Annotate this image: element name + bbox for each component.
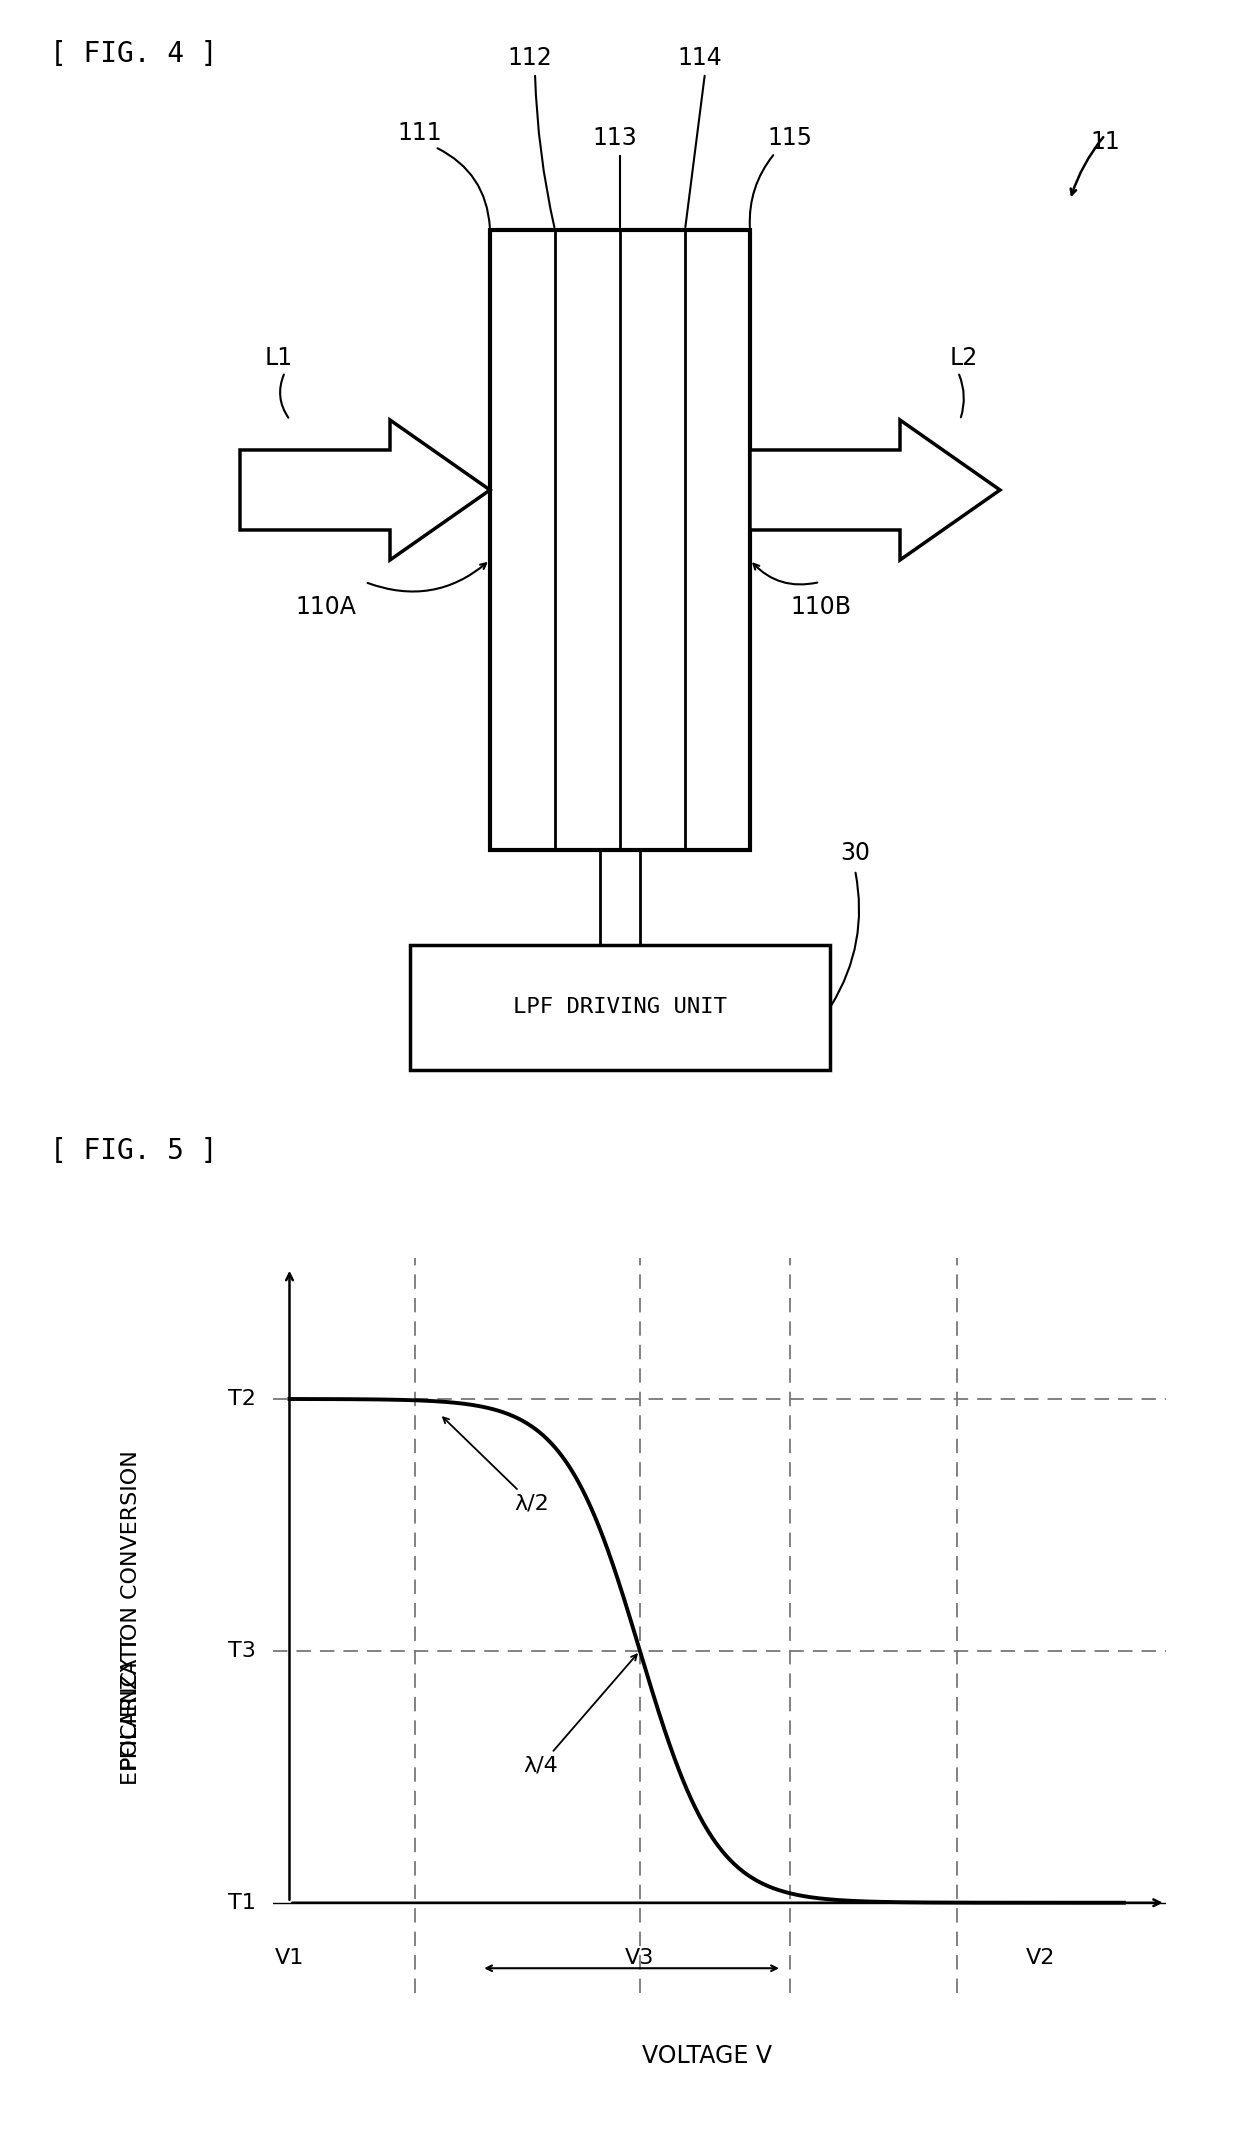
Text: 111: 111	[398, 122, 443, 145]
Text: 11: 11	[1090, 130, 1120, 154]
Text: 113: 113	[593, 126, 637, 149]
Text: 110B: 110B	[790, 595, 851, 618]
Text: T1: T1	[228, 1893, 257, 1912]
Text: λ/4: λ/4	[523, 1654, 637, 1776]
Text: λ/2: λ/2	[443, 1418, 549, 1514]
Text: T2: T2	[228, 1388, 257, 1409]
Text: [ FIG. 5 ]: [ FIG. 5 ]	[50, 1136, 217, 1164]
Text: 115: 115	[768, 126, 812, 149]
Text: T3: T3	[228, 1642, 257, 1661]
Text: V2: V2	[1025, 1949, 1055, 1968]
Text: 30: 30	[839, 840, 870, 866]
Text: V3: V3	[625, 1949, 655, 1968]
Text: [ FIG. 4 ]: [ FIG. 4 ]	[50, 41, 217, 68]
Bar	[410, 944, 830, 1070]
Text: 110A: 110A	[295, 595, 356, 618]
Polygon shape	[750, 420, 999, 561]
Text: L1: L1	[265, 345, 293, 371]
Text: 112: 112	[507, 47, 552, 70]
Text: L2: L2	[950, 345, 978, 371]
Polygon shape	[241, 420, 490, 561]
Text: LPF DRIVING UNIT: LPF DRIVING UNIT	[513, 998, 727, 1017]
Bar	[490, 230, 750, 851]
Text: V1: V1	[275, 1949, 304, 1968]
Text: 114: 114	[677, 47, 723, 70]
Text: POLARIZATION CONVERSION: POLARIZATION CONVERSION	[122, 1450, 141, 1770]
Text: VOLTAGE V: VOLTAGE V	[641, 2045, 771, 2068]
Text: EFFICIENCY T: EFFICIENCY T	[122, 1637, 141, 1784]
